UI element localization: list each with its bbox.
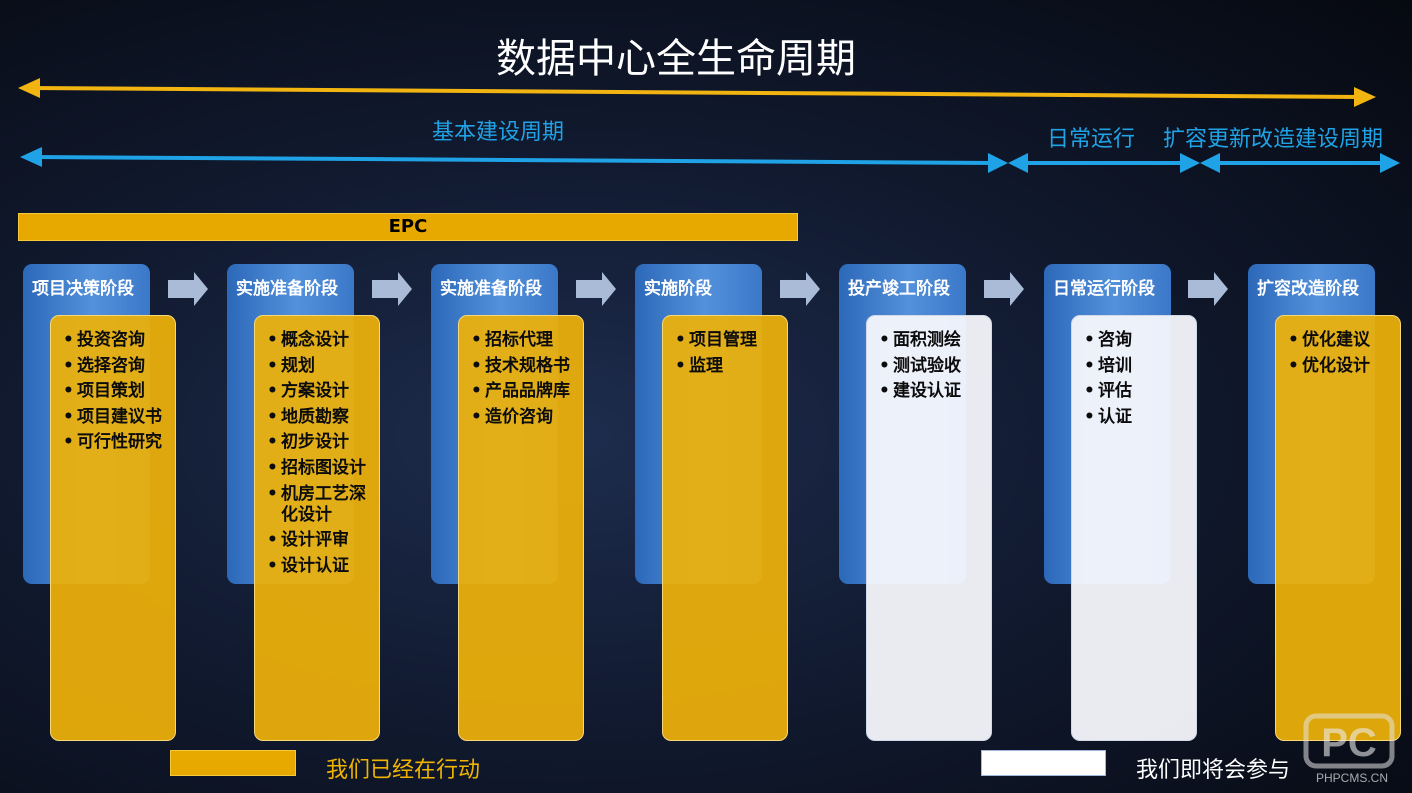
list-item: 项目策划: [63, 381, 169, 402]
list-item: 监理: [675, 356, 781, 377]
phase-arrow-4: [780, 272, 820, 306]
list-item: 技术规格书: [471, 356, 577, 377]
phase-label: 扩容改造阶段: [1257, 279, 1359, 299]
phase-label: 日常运行阶段: [1053, 279, 1155, 299]
phase-arrow-6: [1188, 272, 1228, 306]
phase-arrows: [168, 272, 1228, 306]
legend-label-upcoming: 我们即将会参与: [1136, 758, 1291, 783]
phase-label: 投产竣工阶段: [848, 279, 950, 299]
list-item: 地质勘察: [267, 407, 373, 428]
list-item: 测试验收: [879, 356, 985, 377]
list-item: 招标图设计: [267, 458, 373, 479]
phase-item-list: 面积测绘 测试验收 建设认证: [867, 316, 991, 402]
list-item: 招标代理: [471, 330, 577, 351]
phase-card-operation: 咨询 培训 评估 认证: [1071, 315, 1197, 741]
watermark-text: PHPCMS.CN: [1316, 771, 1388, 785]
list-item: 设计评审: [267, 530, 373, 551]
phase-card-decision: 投资咨询 选择咨询 项目策划 项目建议书 可行性研究: [50, 315, 176, 741]
list-item: 培训: [1084, 356, 1190, 377]
list-item: 优化设计: [1288, 356, 1394, 377]
list-item: 认证: [1084, 407, 1190, 428]
list-item: 咨询: [1084, 330, 1190, 351]
phase-card-expansion: 优化建议 优化设计: [1275, 315, 1401, 741]
legend-swatch-active: [170, 750, 296, 776]
list-item: 选择咨询: [63, 356, 169, 377]
phase-label: 实施准备阶段: [440, 279, 542, 299]
phase-label: 实施准备阶段: [236, 279, 338, 299]
legend-label-active: 我们已经在行动: [326, 758, 481, 783]
list-item: 造价咨询: [471, 407, 577, 428]
list-item: 设计认证: [267, 556, 373, 577]
list-item: 规划: [267, 356, 373, 377]
basic-period-label: 基本建设周期: [432, 120, 565, 145]
list-item: 建设认证: [879, 381, 985, 402]
list-item: 面积测绘: [879, 330, 985, 351]
lifecycle-arrow: [18, 78, 1376, 107]
list-item: 方案设计: [267, 381, 373, 402]
phase-arrow-5: [984, 272, 1024, 306]
operation-period-label: 日常运行: [1047, 127, 1136, 152]
page-title: 数据中心全生命周期: [496, 36, 856, 82]
phase-label: 实施阶段: [644, 279, 712, 299]
phase-label: 项目决策阶段: [32, 279, 134, 299]
basic-period-arrow: [20, 147, 1008, 173]
phase-item-list: 优化建议 优化设计: [1276, 316, 1400, 377]
list-item: 优化建议: [1288, 330, 1394, 351]
list-item: 可行性研究: [63, 432, 169, 453]
epc-bar: EPC: [18, 213, 798, 241]
operation-period-arrow: [1008, 153, 1200, 173]
phase-arrow-2: [372, 272, 412, 306]
list-item: 产品品牌库: [471, 381, 577, 402]
expansion-period-label: 扩容更新改造建设周期: [1163, 127, 1384, 152]
phase-item-list: 招标代理 技术规格书 产品品牌库 造价咨询: [459, 316, 583, 428]
list-item: 项目管理: [675, 330, 781, 351]
watermark-logo-text: PC: [1321, 721, 1377, 765]
list-item: 概念设计: [267, 330, 373, 351]
list-item: 投资咨询: [63, 330, 169, 351]
legend-swatch-upcoming: [981, 750, 1106, 776]
list-item: 项目建议书: [63, 407, 169, 428]
expansion-period-arrow: [1200, 153, 1400, 173]
phase-card-preparation-1: 概念设计 规划 方案设计 地质勘察 初步设计 招标图设计 机房工艺深化设计 设计…: [254, 315, 380, 741]
list-item: 初步设计: [267, 432, 373, 453]
phase-card-commissioning: 面积测绘 测试验收 建设认证: [866, 315, 992, 741]
list-item: 评估: [1084, 381, 1190, 402]
phase-item-list: 概念设计 规划 方案设计 地质勘察 初步设计 招标图设计 机房工艺深化设计 设计…: [255, 316, 379, 577]
phase-arrow-1: [168, 272, 208, 306]
phase-item-list: 投资咨询 选择咨询 项目策划 项目建议书 可行性研究: [51, 316, 175, 453]
phase-item-list: 项目管理 监理: [663, 316, 787, 377]
list-item: 机房工艺深化设计: [267, 484, 373, 526]
phpcms-watermark-logo: PC PHPCMS.CN: [1303, 713, 1395, 785]
phase-card-implementation: 项目管理 监理: [662, 315, 788, 741]
phase-arrow-3: [576, 272, 616, 306]
phase-item-list: 咨询 培训 评估 认证: [1072, 316, 1196, 428]
phase-card-preparation-2: 招标代理 技术规格书 产品品牌库 造价咨询: [458, 315, 584, 741]
